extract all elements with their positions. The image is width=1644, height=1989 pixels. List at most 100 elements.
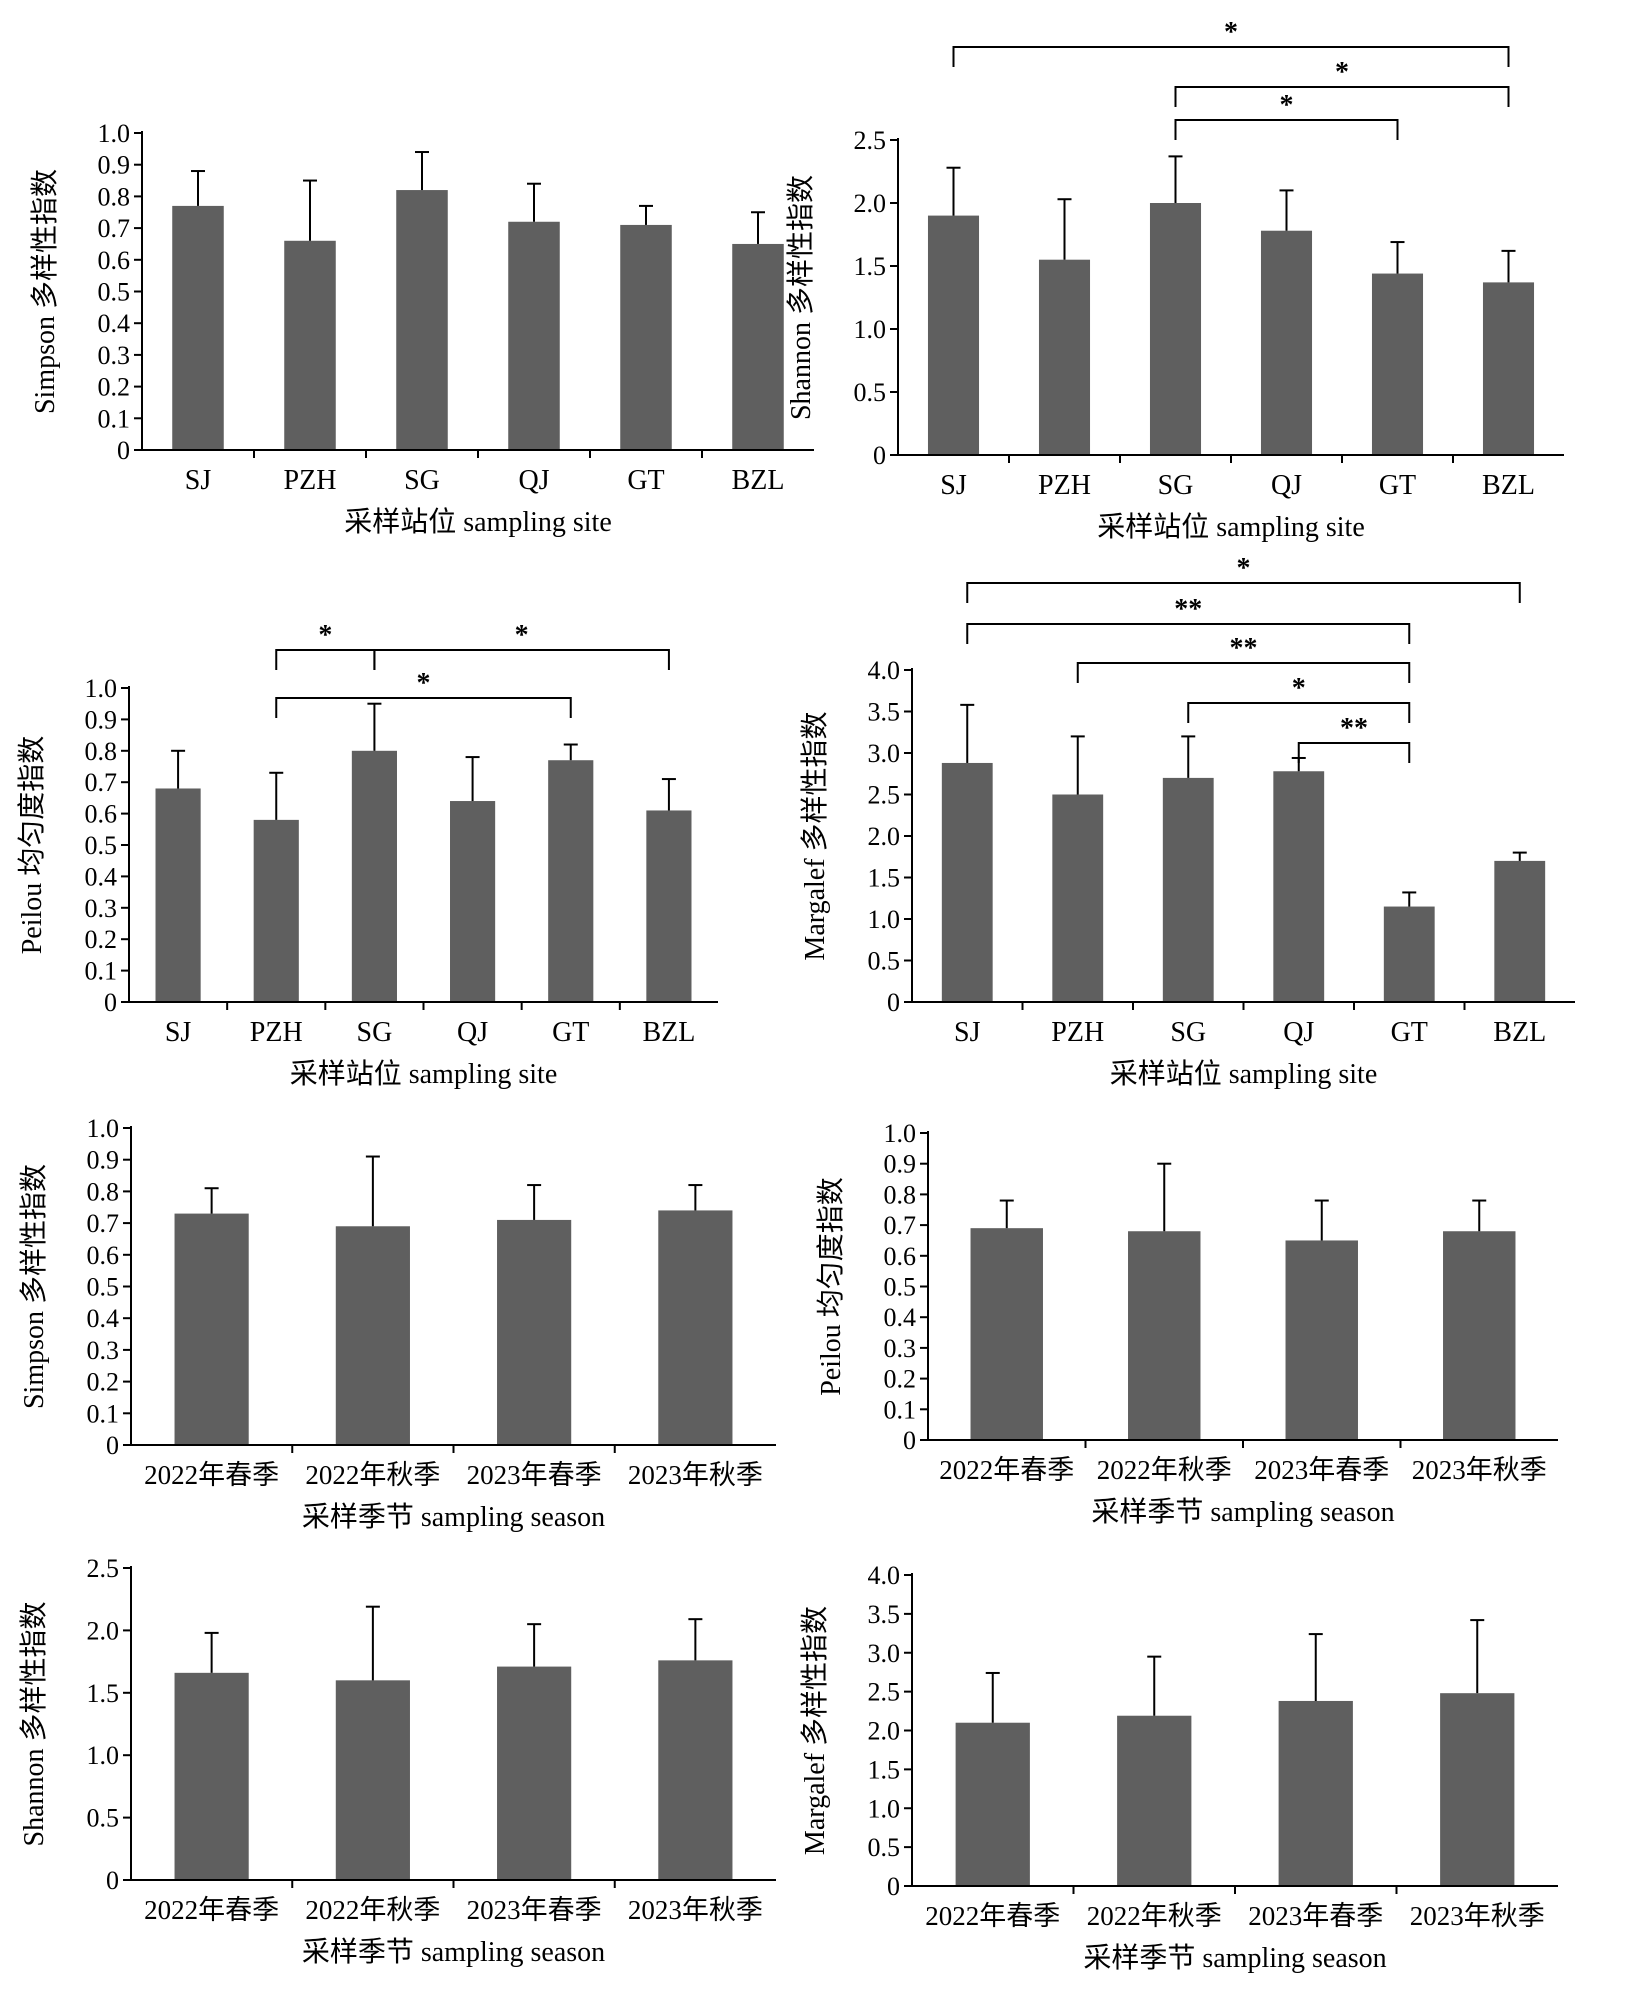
x-tick-label: BZL xyxy=(1493,1017,1546,1048)
significance-mark: * xyxy=(318,620,332,651)
bar-2022年秋季 xyxy=(1117,1715,1192,1886)
x-tick-label: QJ xyxy=(518,465,549,496)
y-tick-label: 3.5 xyxy=(868,698,901,727)
significance-mark: * xyxy=(1292,673,1306,704)
bar-2023年春季 xyxy=(1278,1700,1353,1886)
y-tick-label: 0.3 xyxy=(85,894,118,923)
y-tick-label: 0 xyxy=(887,988,900,1017)
bar-QJ xyxy=(450,801,496,1002)
significance-bracket xyxy=(275,649,376,670)
y-tick-label: 0 xyxy=(873,441,886,470)
x-tick-label: 2022年秋季 xyxy=(1097,1455,1232,1485)
bar-2022年秋季 xyxy=(1128,1231,1201,1440)
significance-bracket xyxy=(1174,86,1510,107)
significance-bracket xyxy=(373,649,670,670)
bar-SJ xyxy=(172,205,224,450)
significance-bracket xyxy=(1076,662,1411,683)
y-tick-label: 3.0 xyxy=(868,739,901,768)
x-tick-label: QJ xyxy=(1283,1017,1314,1048)
x-tick-label: 2022年秋季 xyxy=(1087,1901,1222,1931)
x-tick-label: 2023年秋季 xyxy=(1412,1455,1547,1485)
bar-2023年秋季 xyxy=(1440,1693,1515,1886)
bar-SJ xyxy=(927,215,980,455)
y-tick-label: 0.5 xyxy=(854,378,887,407)
bar-PZH xyxy=(284,240,336,450)
y-tick-label: 0 xyxy=(117,436,130,465)
y-tick-label: 0.5 xyxy=(868,947,901,976)
y-tick-label: 2.5 xyxy=(868,781,901,810)
x-tick-label: 2023年春季 xyxy=(467,1895,602,1925)
x-axis-label: 采样站位 sampling site xyxy=(1097,511,1365,543)
y-tick-label: 3.5 xyxy=(868,1600,901,1629)
y-tick-label: 1.0 xyxy=(98,119,131,148)
y-tick-label: 0.5 xyxy=(98,278,131,307)
significance-mark: * xyxy=(417,668,431,699)
x-tick-label: 2023年秋季 xyxy=(628,1895,763,1925)
bar-PZH xyxy=(1038,259,1091,455)
significance-mark: * xyxy=(1335,57,1349,88)
x-tick-label: PZH xyxy=(1038,470,1091,501)
y-tick-label: 0.7 xyxy=(884,1211,917,1240)
bar-2023年春季 xyxy=(497,1219,572,1445)
y-tick-label: 0.6 xyxy=(98,246,131,275)
bar-GT xyxy=(620,224,672,450)
x-tick-label: BZL xyxy=(642,1017,695,1048)
y-axis-label: Shannon 多样性指数 xyxy=(18,1601,50,1846)
x-tick-label: SJ xyxy=(954,1017,981,1048)
x-tick-label: 2022年春季 xyxy=(144,1460,279,1490)
y-tick-label: 0.9 xyxy=(884,1150,917,1179)
y-tick-label: 4.0 xyxy=(868,656,901,685)
x-tick-label: GT xyxy=(1379,470,1416,501)
chart-panel-3: 00.1 0.20.3 0.40.50.6 0.70.8 0.91.0 SJ PZH SG QJ… xyxy=(16,620,718,1090)
y-tick-label: 0.5 xyxy=(85,831,118,860)
y-tick-label: 0.3 xyxy=(87,1336,120,1365)
y-tick-label: 1.5 xyxy=(868,864,901,893)
significance-mark: * xyxy=(1237,553,1251,584)
bar-BZL xyxy=(732,243,784,450)
x-tick-label: 2022年春季 xyxy=(144,1895,279,1925)
bar-GT xyxy=(548,760,594,1002)
y-axis-label: Simpson 多样性指数 xyxy=(29,169,61,414)
x-tick-label: 2023年春季 xyxy=(467,1460,602,1490)
x-tick-label: SJ xyxy=(185,465,212,496)
y-tick-label: 0.2 xyxy=(87,1368,120,1397)
x-tick-label: 2022年春季 xyxy=(939,1455,1074,1485)
y-tick-label: 0 xyxy=(106,1866,119,1895)
bar-2022年春季 xyxy=(174,1213,249,1445)
x-tick-label: 2023年秋季 xyxy=(628,1460,763,1490)
x-tick-label: 2023年春季 xyxy=(1254,1455,1389,1485)
y-tick-label: 0.7 xyxy=(85,768,118,797)
x-tick-label: SG xyxy=(357,1017,393,1048)
y-tick-label: 0.1 xyxy=(85,957,118,986)
x-tick-label: PZH xyxy=(250,1017,303,1048)
chart-panel-5: 0 0.10.2 0.3 0.40.5 0.6 0.7 0.80.9 1.0 2022年春季 20… xyxy=(18,1114,776,1533)
significance-bracket xyxy=(275,697,572,718)
significance-mark: * xyxy=(1224,17,1238,48)
significance-bracket xyxy=(1187,702,1411,723)
y-tick-label: 0.8 xyxy=(884,1180,917,1209)
y-tick-label: 1.5 xyxy=(854,252,887,281)
x-tick-label: GT xyxy=(627,465,664,496)
y-tick-label: 0.2 xyxy=(85,925,118,954)
y-axis-label: Peilou 均匀度指数 xyxy=(16,736,48,955)
y-tick-label: 2.0 xyxy=(868,822,901,851)
significance-mark: * xyxy=(1280,90,1294,121)
y-tick-label: 0.3 xyxy=(884,1334,917,1363)
bar-GT xyxy=(1383,906,1435,1002)
y-tick-label: 2.0 xyxy=(87,1616,120,1645)
y-tick-label: 1.0 xyxy=(87,1114,120,1143)
y-tick-label: 0 xyxy=(104,988,117,1017)
y-tick-label: 1.0 xyxy=(87,1741,120,1770)
bar-2022年春季 xyxy=(955,1722,1030,1886)
x-tick-label: 2022年秋季 xyxy=(305,1460,440,1490)
significance-mark: ** xyxy=(1340,713,1368,744)
y-tick-label: 0.7 xyxy=(87,1209,120,1238)
x-axis-label: 采样站位 sampling site xyxy=(344,506,612,538)
x-tick-label: PZH xyxy=(284,465,337,496)
y-axis-label: Shannon 多样性指数 xyxy=(785,175,817,420)
x-axis-label: 采样季节 sampling season xyxy=(1083,1942,1386,1974)
bar-SG xyxy=(1149,203,1202,455)
significance-mark: ** xyxy=(1174,594,1202,625)
bar-BZL xyxy=(646,810,692,1002)
